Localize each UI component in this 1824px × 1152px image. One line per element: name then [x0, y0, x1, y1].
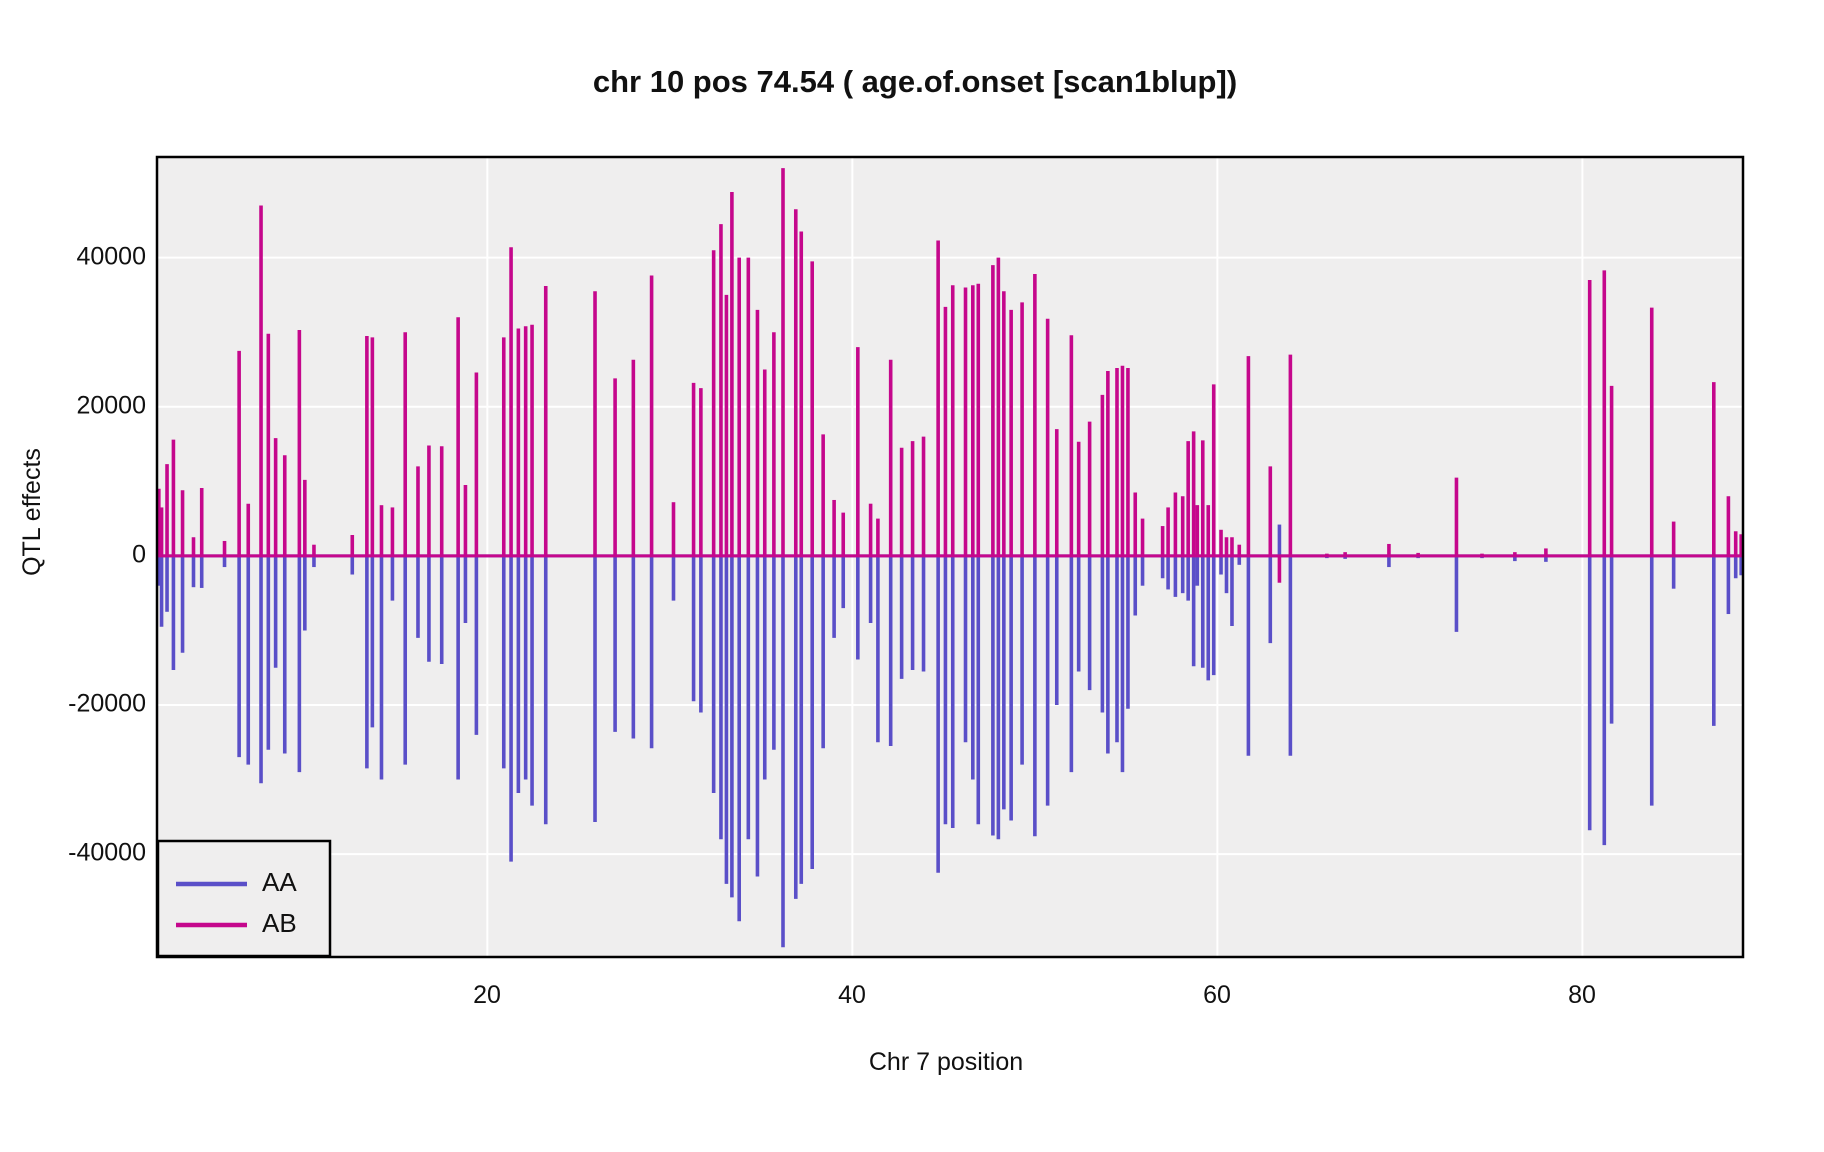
y-tick-0: 0 — [132, 541, 146, 569]
series-AB — [157, 168, 1743, 583]
y-tick-20000: 20000 — [76, 392, 146, 420]
y-tick-neg40000: -40000 — [68, 839, 146, 867]
chart-title: chr 10 pos 74.54 ( age.of.onset [scan1bl… — [593, 64, 1237, 99]
x-tick-20: 20 — [473, 981, 501, 1009]
y-tick-neg20000: -20000 — [68, 690, 146, 718]
legend: AA AB — [156, 839, 332, 958]
series-spikes — [157, 168, 1743, 948]
legend-label-aa: AA — [262, 867, 297, 897]
y-axis-title: QTL effects — [18, 448, 46, 576]
legend-label-ab: AB — [262, 908, 297, 938]
plot-panel-border — [155, 155, 1745, 959]
legend-box — [156, 839, 332, 958]
x-tick-80: 80 — [1568, 981, 1596, 1009]
y-tick-40000: 40000 — [76, 243, 146, 271]
x-axis-title: Chr 7 position — [869, 1048, 1023, 1076]
x-tick-60: 60 — [1203, 981, 1231, 1009]
x-axis-tick-labels: 20 40 60 80 — [473, 981, 1596, 1009]
x-tick-40: 40 — [838, 981, 866, 1009]
y-axis-tick-labels: 40000 20000 0 -20000 -40000 — [68, 243, 146, 867]
